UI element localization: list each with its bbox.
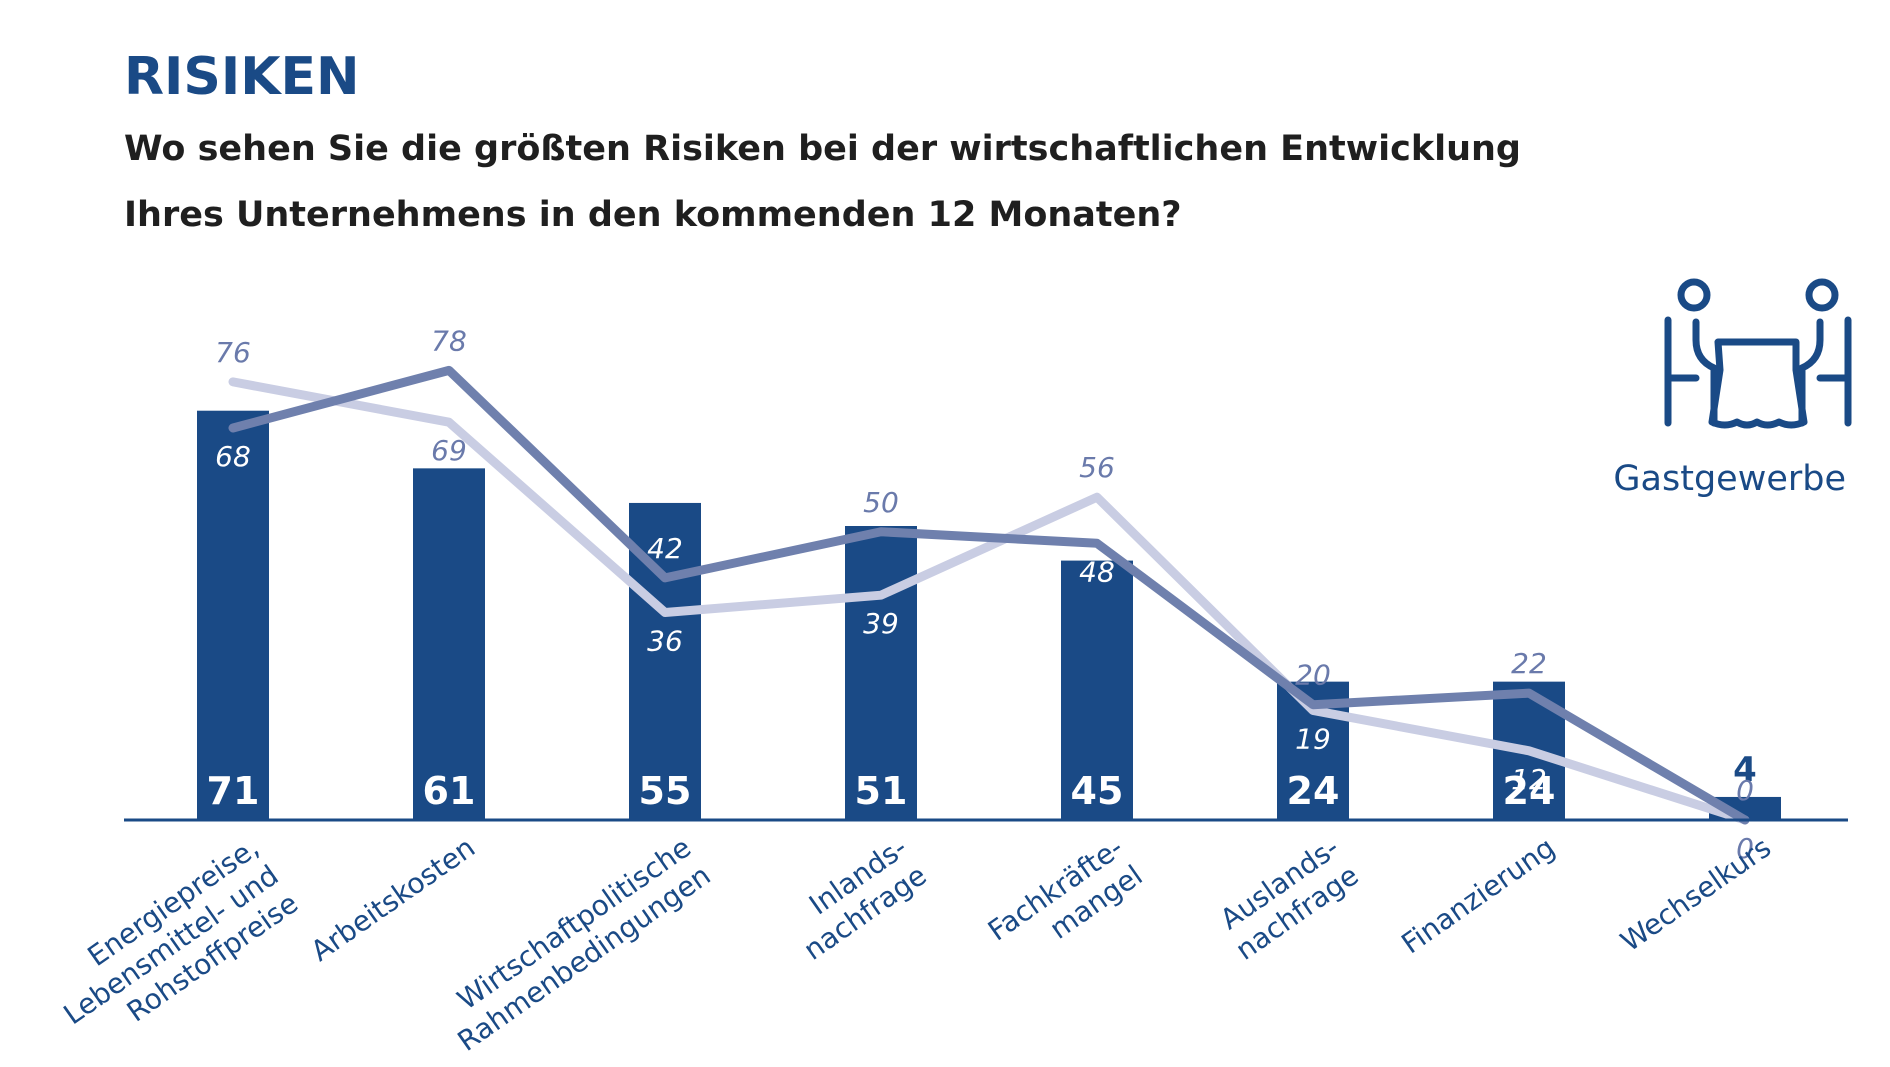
labels-layer: 71 61 55 51 45 24 24 4 68 78 42 50 48 20 22 0 76 69 36 39 56…: [207, 324, 1757, 865]
sector-label: Gastgewerbe: [1613, 459, 1846, 499]
lines-layer: [228, 365, 1750, 825]
bar-value-label-6: 24: [1503, 769, 1556, 813]
line-dark-value-label-5: 20: [1295, 659, 1331, 692]
bar-3: [845, 526, 917, 820]
category-label-line: Finanzierung: [1395, 831, 1561, 961]
category-label-1: Arbeitskosten: [305, 831, 481, 968]
line-dark-value-label-1: 78: [431, 324, 467, 357]
bar-value-label-5: 24: [1287, 769, 1340, 813]
category-label-7: Wechselkurs: [1615, 831, 1777, 959]
bars-layer: [197, 410, 1781, 820]
line-light-value-label-3: 39: [863, 607, 899, 640]
line-dark-value-label-6: 22: [1511, 647, 1547, 680]
line-light-value-label-2: 36: [647, 624, 683, 657]
line-light-value-label-0: 76: [215, 336, 251, 369]
bar-value-label-3: 51: [855, 769, 908, 813]
subtitle-line-1: Wo sehen Sie die größten Risiken bei der…: [124, 129, 1521, 169]
category-label-4: Fachkräfte-mangel: [982, 831, 1149, 948]
series-line-light: [228, 377, 1750, 825]
bar-1: [413, 468, 485, 820]
line-dark-value-label-2: 42: [647, 532, 683, 565]
bar-value-label-2: 55: [639, 769, 692, 813]
bar-4: [1061, 560, 1133, 820]
page-title: RISIKEN: [124, 47, 360, 107]
line-light-value-label-6: 12: [1511, 763, 1547, 796]
bar-value-label-1: 61: [423, 769, 476, 813]
series-line-dark: [228, 365, 1750, 825]
category-label-0: Energiepreise,Lebensmittel- undRohstoffp…: [58, 831, 304, 1032]
line-light-value-label-5: 19: [1295, 722, 1331, 755]
line-dark-value-label-7: 0: [1736, 774, 1754, 807]
categories-layer: Energiepreise,Lebensmittel- undRohstoffp…: [58, 831, 1777, 1058]
category-label-line: Arbeitskosten: [305, 831, 481, 968]
bar-value-label-4: 45: [1071, 769, 1124, 813]
category-label-5: Auslands-nachfrage: [1214, 831, 1364, 967]
line-dark-value-label-0: 68: [215, 440, 251, 473]
category-label-6: Finanzierung: [1395, 831, 1561, 961]
subtitle-line-2: Ihres Unternehmens in den kommenden 12 M…: [124, 195, 1182, 235]
restaurant-table-icon: [1664, 278, 1852, 429]
line-dark-value-label-4: 48: [1079, 555, 1115, 588]
line-light-value-label-1: 69: [431, 434, 467, 467]
category-label-3: Inlands-nachfrage: [798, 831, 933, 967]
category-label-line: Wechselkurs: [1615, 831, 1777, 959]
bar-value-label-0: 71: [207, 769, 260, 813]
line-dark-value-label-3: 50: [863, 486, 899, 519]
bar-value-label-7: 4: [1733, 750, 1757, 790]
line-light-value-label-4: 56: [1079, 451, 1115, 484]
line-light-value-label-7: 0: [1736, 832, 1754, 865]
category-label-line: Rahmenbedingungen: [452, 859, 717, 1058]
bar-0: [197, 410, 269, 820]
